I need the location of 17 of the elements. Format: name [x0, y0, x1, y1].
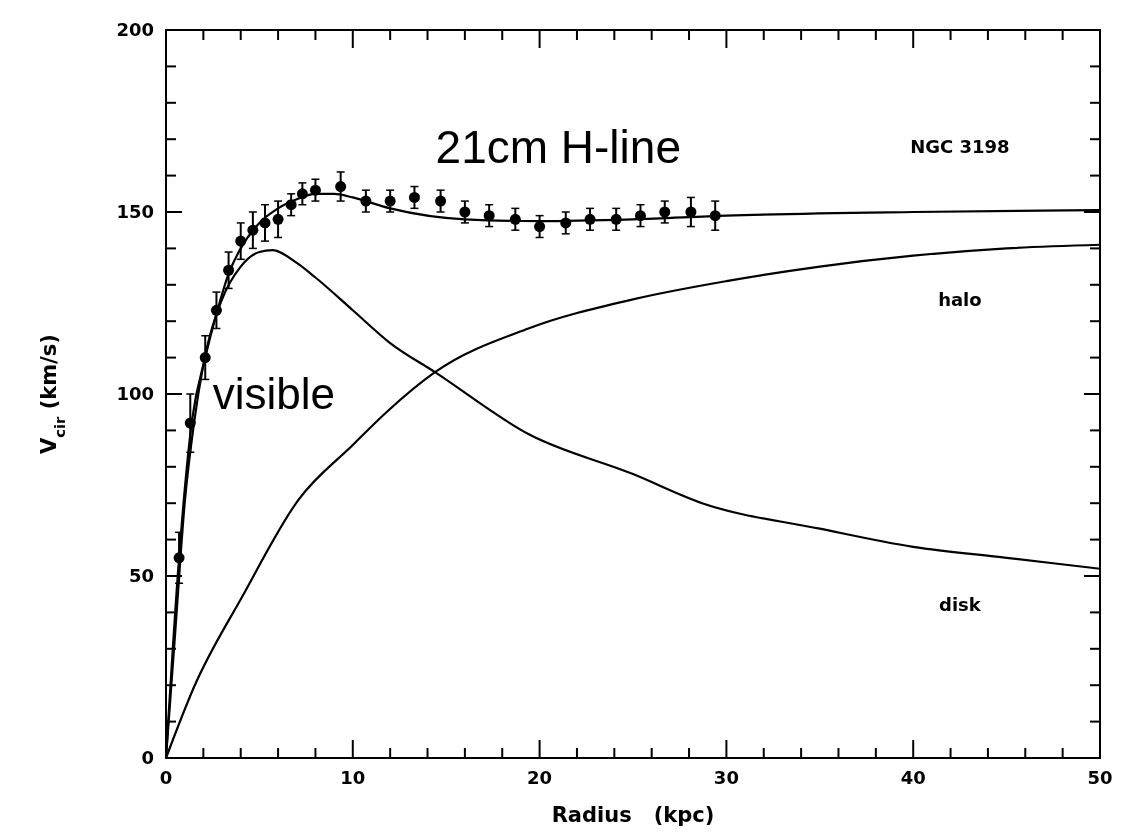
annotation: NGC 3198 — [910, 135, 1010, 157]
y-tick-label: 0 — [141, 747, 154, 769]
y-tick-label: 50 — [128, 565, 154, 587]
x-axis-title: Radius (kpc) — [551, 803, 715, 827]
x-tick-label: 30 — [713, 767, 739, 788]
annotation: 21cm H-line — [435, 120, 681, 173]
x-tick-label: 0 — [159, 767, 173, 788]
x-tick-label: 40 — [900, 767, 926, 788]
y-tick-label: 100 — [116, 383, 154, 405]
annotation: visible — [212, 369, 335, 419]
y-tick-label: 150 — [116, 201, 154, 223]
x-tick-label: 10 — [340, 767, 366, 788]
x-tick-label: 20 — [527, 767, 553, 788]
annotation: halo — [938, 288, 982, 310]
annotation: disk — [939, 594, 982, 616]
x-tick-label: 50 — [1087, 767, 1113, 788]
y-tick-label: 200 — [116, 19, 154, 41]
